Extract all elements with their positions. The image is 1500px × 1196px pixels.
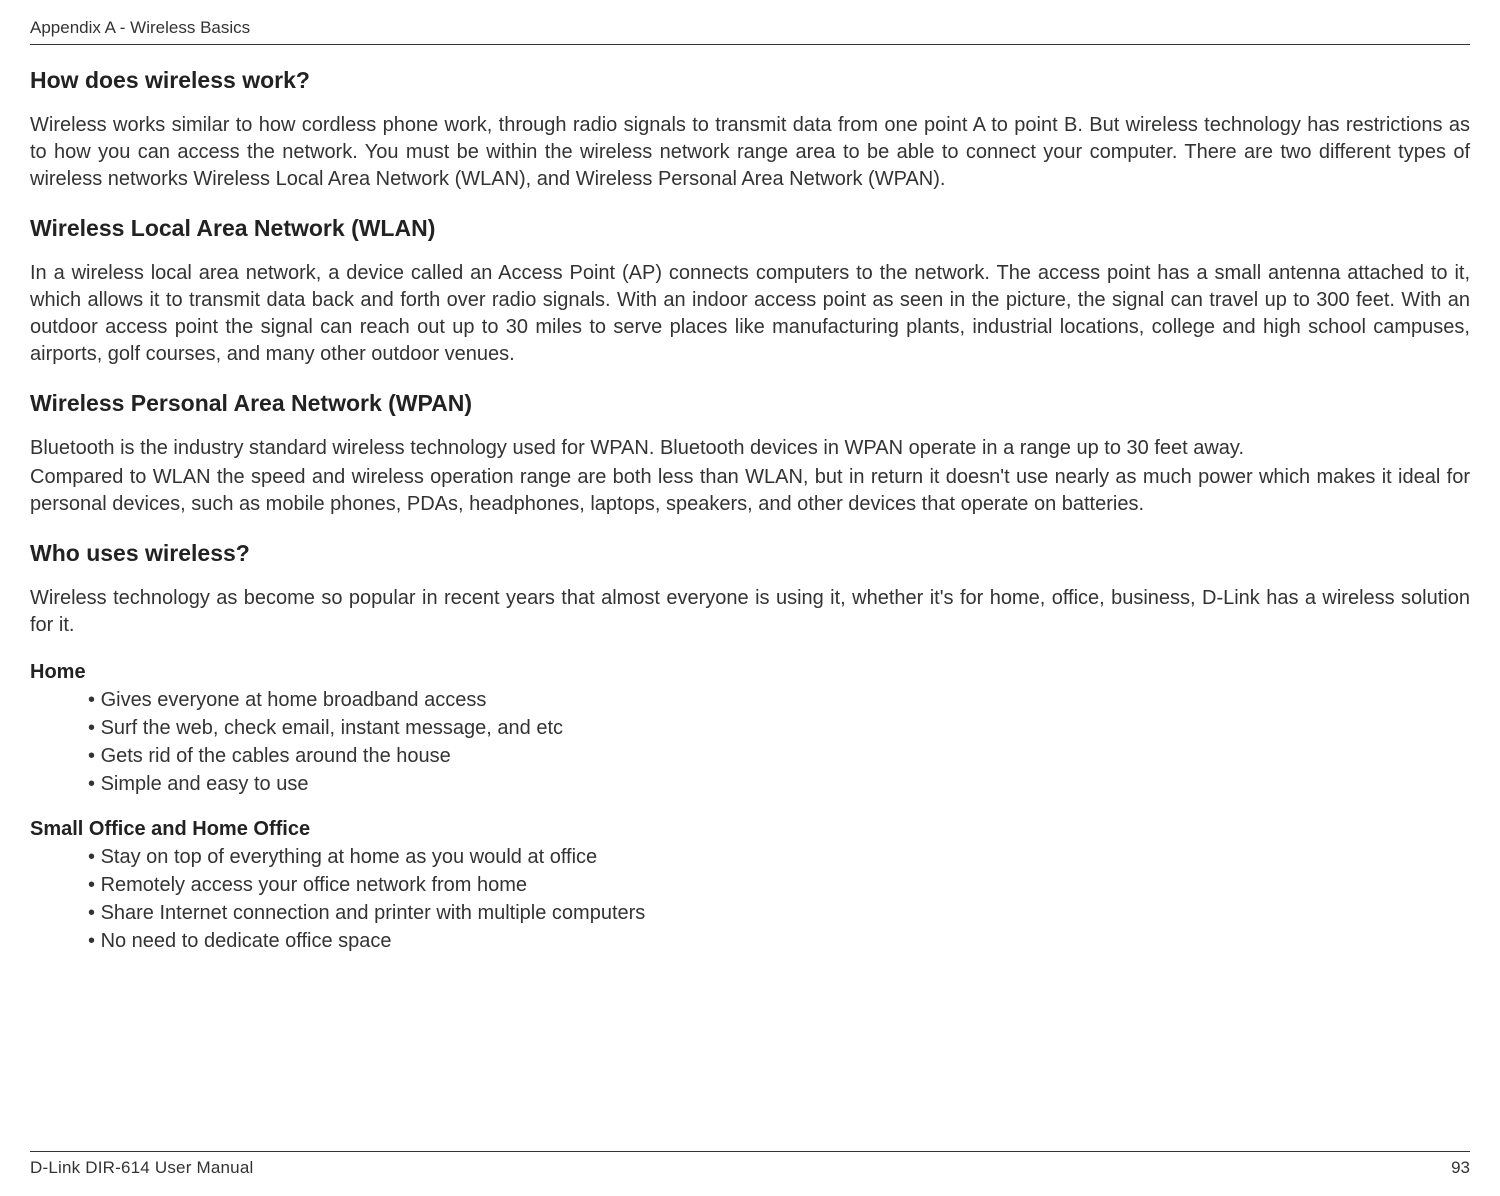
para-wpan-1: Bluetooth is the industry standard wirel… (30, 435, 1470, 462)
para-who: Wireless technology as become so popular… (30, 585, 1470, 639)
para-how: Wireless works similar to how cordless p… (30, 112, 1470, 193)
heading-how: How does wireless work? (30, 67, 1470, 94)
list-heading-home: Home (30, 661, 1470, 684)
list-heading-soho: Small Office and Home Office (30, 818, 1470, 841)
para-wpan-2: Compared to WLAN the speed and wireless … (30, 464, 1470, 518)
page-footer: D-Link DIR-614 User Manual 93 (30, 1151, 1470, 1178)
list-home: Gives everyone at home broadband access … (88, 686, 1470, 798)
para-wlan: In a wireless local area network, a devi… (30, 260, 1470, 368)
heading-wpan: Wireless Personal Area Network (WPAN) (30, 390, 1470, 417)
list-item: Simple and easy to use (88, 770, 1470, 798)
page-header: Appendix A - Wireless Basics (30, 18, 1470, 45)
list-item: Gets rid of the cables around the house (88, 742, 1470, 770)
footer-manual-title: D-Link DIR-614 User Manual (30, 1158, 253, 1178)
list-item: Surf the web, check email, instant messa… (88, 714, 1470, 742)
heading-wlan: Wireless Local Area Network (WLAN) (30, 215, 1470, 242)
list-soho: Stay on top of everything at home as you… (88, 843, 1470, 955)
list-item: Remotely access your office network from… (88, 871, 1470, 899)
footer-page-number: 93 (1451, 1158, 1470, 1178)
list-item: Stay on top of everything at home as you… (88, 843, 1470, 871)
list-item: Share Internet connection and printer wi… (88, 899, 1470, 927)
heading-who: Who uses wireless? (30, 540, 1470, 567)
list-item: No need to dedicate office space (88, 927, 1470, 955)
list-item: Gives everyone at home broadband access (88, 686, 1470, 714)
